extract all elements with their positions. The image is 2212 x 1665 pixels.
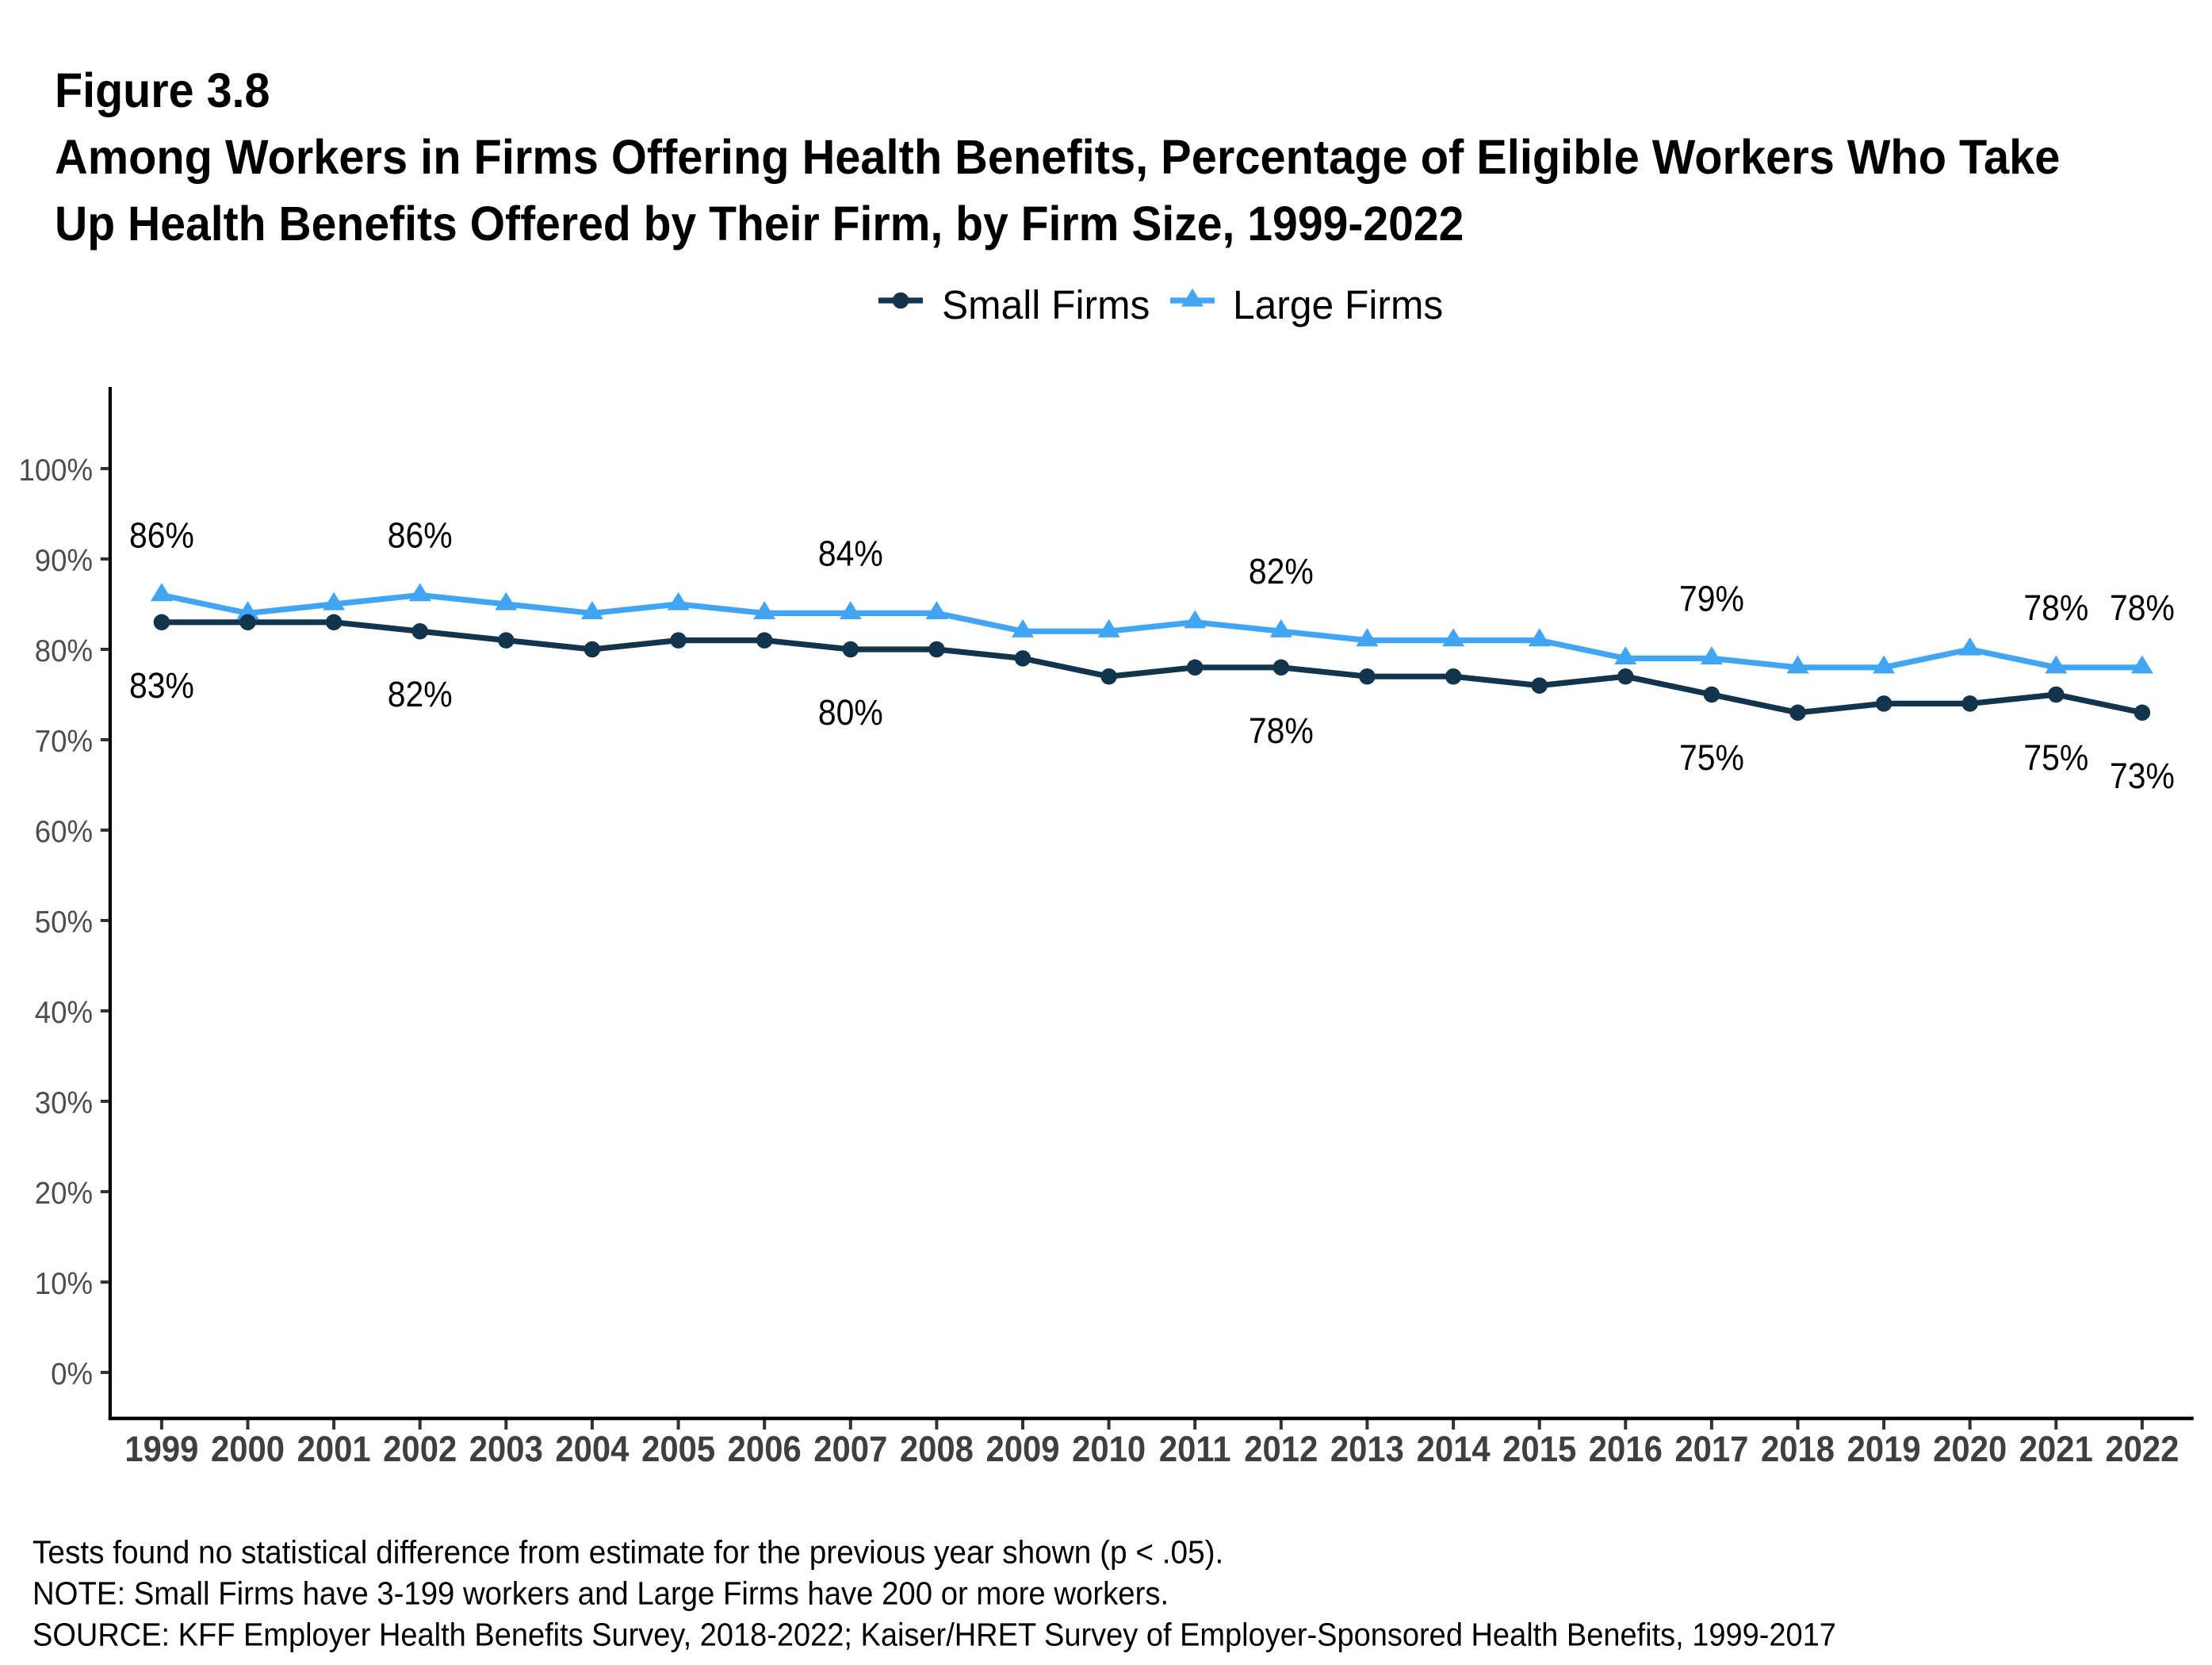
svg-text:1999: 1999	[124, 1430, 198, 1470]
svg-text:80%: 80%	[818, 693, 883, 733]
svg-text:86%: 86%	[129, 516, 194, 556]
svg-text:78%: 78%	[1249, 711, 1314, 751]
svg-text:2012: 2012	[1244, 1430, 1318, 1470]
svg-text:60%: 60%	[35, 815, 93, 849]
svg-text:80%: 80%	[35, 634, 93, 668]
svg-text:2015: 2015	[1502, 1430, 1576, 1470]
svg-text:2000: 2000	[211, 1430, 285, 1470]
svg-text:86%: 86%	[388, 516, 453, 556]
svg-text:2006: 2006	[728, 1430, 802, 1470]
svg-text:20%: 20%	[35, 1177, 93, 1211]
svg-text:79%: 79%	[1679, 579, 1744, 618]
svg-text:2013: 2013	[1330, 1430, 1404, 1470]
svg-text:2007: 2007	[813, 1430, 887, 1470]
svg-text:2009: 2009	[985, 1430, 1059, 1470]
svg-text:Large Firms: Large Firms	[1233, 281, 1443, 327]
svg-text:2005: 2005	[641, 1430, 715, 1470]
svg-text:2016: 2016	[1589, 1430, 1663, 1470]
svg-text:75%: 75%	[2023, 738, 2088, 778]
svg-text:2021: 2021	[2019, 1430, 2093, 1470]
svg-text:2008: 2008	[900, 1430, 974, 1470]
svg-text:Figure 3.8: Figure 3.8	[55, 63, 270, 117]
svg-text:0%: 0%	[51, 1357, 93, 1391]
svg-text:90%: 90%	[35, 544, 93, 578]
svg-text:2022: 2022	[2105, 1430, 2179, 1470]
svg-text:2020: 2020	[1933, 1430, 2007, 1470]
svg-text:2003: 2003	[469, 1430, 543, 1470]
svg-text:2011: 2011	[1159, 1430, 1231, 1470]
svg-text:2017: 2017	[1674, 1430, 1748, 1470]
svg-text:73%: 73%	[2110, 756, 2175, 796]
svg-text:2010: 2010	[1072, 1430, 1146, 1470]
svg-text:83%: 83%	[129, 666, 194, 706]
svg-text:40%: 40%	[35, 996, 93, 1030]
svg-text:Small Firms: Small Firms	[942, 281, 1150, 327]
svg-text:NOTE: Small Firms have 3-199 w: NOTE: Small Firms have 3-199 workers and…	[33, 1575, 1169, 1611]
svg-text:50%: 50%	[35, 905, 93, 940]
svg-text:70%: 70%	[35, 725, 93, 759]
svg-text:2018: 2018	[1761, 1430, 1835, 1470]
svg-text:2004: 2004	[555, 1430, 629, 1470]
svg-text:78%: 78%	[2110, 588, 2175, 628]
svg-text:Up Health Benefits Offered by: Up Health Benefits Offered by Their Firm…	[55, 196, 1464, 251]
svg-text:84%: 84%	[818, 534, 883, 573]
svg-text:82%: 82%	[388, 675, 453, 714]
svg-text:30%: 30%	[35, 1086, 93, 1120]
svg-text:10%: 10%	[35, 1267, 93, 1301]
svg-text:82%: 82%	[1249, 552, 1314, 591]
svg-text:2001: 2001	[297, 1430, 371, 1470]
svg-text:78%: 78%	[2023, 588, 2088, 628]
svg-text:75%: 75%	[1679, 738, 1744, 778]
svg-text:SOURCE: KFF Employer Health Be: SOURCE: KFF Employer Health Benefits Sur…	[33, 1617, 1836, 1653]
svg-text:Among Workers in Firms Offerin: Among Workers in Firms Offering Health B…	[55, 129, 2060, 184]
svg-text:2014: 2014	[1417, 1430, 1491, 1470]
svg-text:2019: 2019	[1847, 1430, 1921, 1470]
svg-text:100%: 100%	[18, 454, 93, 488]
svg-text:2002: 2002	[383, 1430, 457, 1470]
svg-text:Tests found no statistical dif: Tests found no statistical difference fr…	[33, 1535, 1223, 1571]
